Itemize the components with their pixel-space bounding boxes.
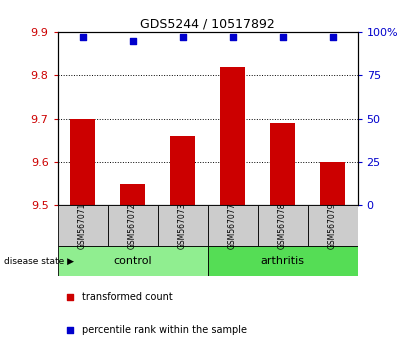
Point (66, 294, 73, 300)
Text: GSM567071: GSM567071 (78, 202, 87, 249)
Text: GSM567078: GSM567078 (278, 202, 287, 249)
Text: percentile rank within the sample: percentile rank within the sample (81, 325, 247, 335)
Point (229, 34, 236, 40)
Bar (258, 205, 307, 246)
Bar (108, 205, 157, 246)
Text: transformed count: transformed count (81, 292, 172, 302)
Title: GDS5244 / 10517892: GDS5244 / 10517892 (140, 18, 275, 31)
Text: disease state ▶: disease state ▶ (4, 257, 74, 266)
Bar (58, 246, 208, 276)
Bar (270, 123, 295, 205)
Text: arthritis: arthritis (261, 256, 305, 266)
Bar (208, 205, 258, 246)
Bar (220, 67, 245, 205)
Bar (320, 162, 345, 205)
Bar (70, 119, 95, 205)
Point (329, 34, 336, 40)
Text: GSM567072: GSM567072 (128, 202, 137, 249)
Point (179, 34, 186, 40)
Bar (58, 205, 108, 246)
Point (66, 327, 73, 332)
Bar (208, 246, 358, 276)
Bar (307, 205, 358, 246)
Text: control: control (113, 256, 152, 266)
Bar (120, 184, 145, 205)
Point (279, 34, 286, 40)
Text: GSM567077: GSM567077 (228, 202, 237, 249)
Point (129, 38, 136, 44)
Text: GSM567073: GSM567073 (178, 202, 187, 249)
Text: GSM567079: GSM567079 (328, 202, 337, 249)
Bar (170, 136, 195, 205)
Point (79, 34, 86, 40)
Bar (157, 205, 208, 246)
